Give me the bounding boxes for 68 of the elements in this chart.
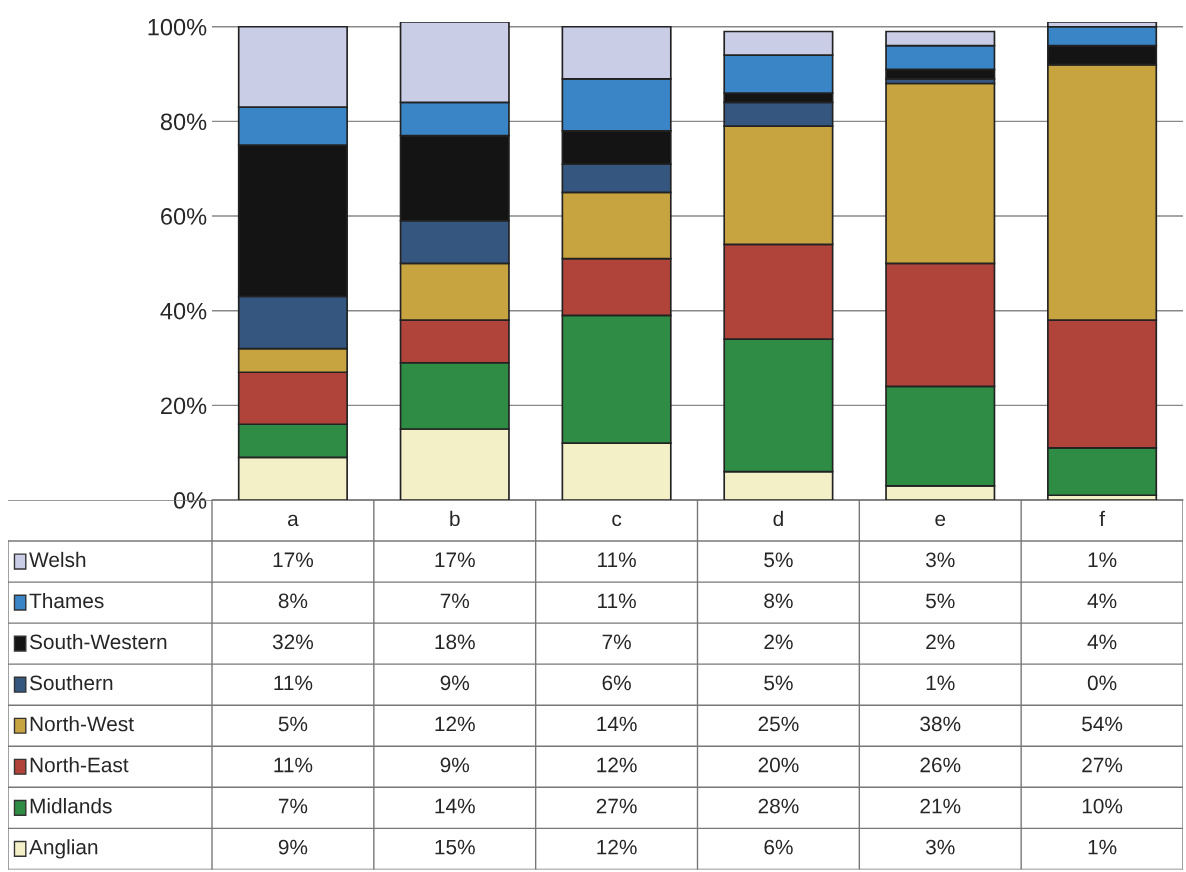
data-label: 5% (764, 552, 793, 568)
data-label: 3% (925, 552, 955, 568)
legend-label: Anglian (29, 839, 98, 859)
data-label: 17% (273, 552, 314, 568)
data-label: 28% (758, 798, 799, 814)
data-label: 32% (272, 634, 314, 650)
data-label: 14% (597, 716, 637, 732)
data-label: 14% (435, 798, 475, 814)
data-label: 1% (926, 675, 955, 691)
legend-label: Southern (29, 674, 113, 691)
data-label: 7% (602, 634, 631, 650)
data-label: 21% (920, 798, 961, 814)
y-tick-label: 100% (148, 18, 207, 36)
data-label: 10% (1082, 798, 1123, 814)
data-label: 26% (920, 757, 961, 773)
legend-label: Thames (29, 592, 104, 609)
x-tick-label: e (935, 514, 946, 527)
data-label: 11% (274, 675, 313, 691)
data-label: 12% (597, 839, 637, 855)
data-label: 9% (440, 675, 470, 691)
data-label: 20% (758, 757, 799, 773)
legend-label: Welsh (29, 551, 86, 568)
data-label: 8% (764, 593, 793, 609)
data-label: 1% (1088, 552, 1117, 568)
data-label: 6% (764, 839, 793, 855)
legend-label: North-West (30, 716, 134, 732)
x-tick-label: c (612, 514, 622, 527)
x-tick-label: a (288, 514, 299, 527)
data-label: 5% (926, 593, 955, 609)
data-label: 54% (1082, 716, 1123, 732)
y-tick-label: 60% (161, 208, 207, 225)
data-label: 25% (758, 716, 799, 732)
y-tick-label: 80% (160, 113, 207, 131)
x-tick-label: b (450, 510, 460, 527)
data-label: 3% (925, 839, 955, 855)
data-label: 12% (597, 757, 637, 773)
data-label: 5% (278, 716, 308, 732)
data-label: 8% (278, 593, 308, 609)
data-label: 7% (278, 798, 308, 814)
data-label: 0% (1087, 675, 1117, 691)
x-tick-label: f (1099, 510, 1106, 526)
y-tick-label: 0% (173, 492, 207, 509)
data-label: 2% (764, 634, 793, 650)
data-label: 15% (435, 839, 475, 855)
data-label: 4% (1087, 634, 1117, 650)
legend-label: Midlands (30, 798, 112, 814)
data-label: 11% (598, 552, 636, 568)
data-label: 9% (440, 757, 470, 773)
data-label: 1% (1088, 839, 1117, 855)
data-label: 9% (278, 839, 308, 855)
data-label: 12% (435, 716, 475, 732)
x-tick-label: d (773, 510, 783, 527)
data-label: 27% (1082, 757, 1123, 773)
data-label: 17% (435, 552, 475, 568)
data-label: 7% (440, 593, 470, 609)
data-label: 38% (920, 716, 961, 732)
legend-label: North-East (30, 757, 129, 773)
data-label: 2% (926, 634, 955, 650)
data-label: 18% (435, 634, 475, 650)
data-label: 11% (274, 757, 313, 773)
data-label: 11% (598, 593, 636, 609)
legend-label: South-Western (29, 633, 167, 650)
y-tick-label: 40% (160, 302, 207, 320)
data-label: 5% (764, 675, 793, 691)
data-label: 4% (1087, 593, 1117, 609)
y-tick-label: 20% (161, 397, 207, 415)
data-label: 27% (596, 798, 637, 814)
data-label: 6% (602, 675, 631, 691)
